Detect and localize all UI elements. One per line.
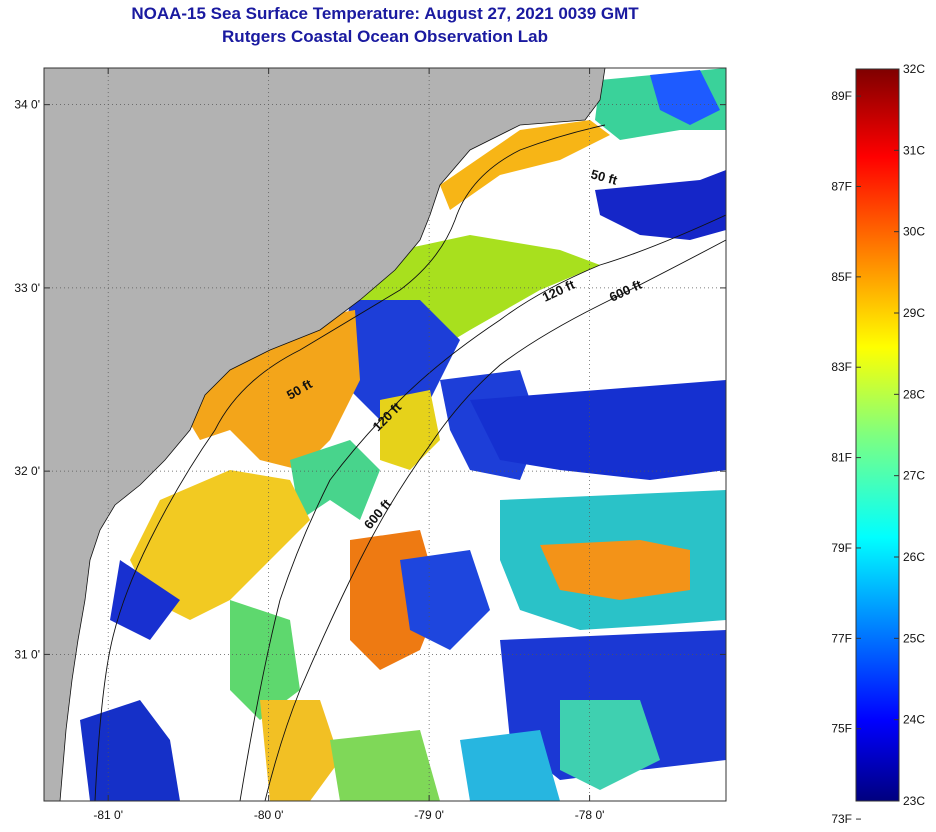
colorbar-ticks: 32C 31C 30C 29C 28C 27C 26C 25C 24C 23C 89F 87F 85F 8…: [831, 62, 925, 826]
colorbar-label-fahrenheit: 87F: [831, 179, 852, 193]
colorbar-label-fahrenheit: 89F: [831, 89, 852, 103]
colorbar-label-fahrenheit: 79F: [831, 541, 852, 555]
map-title: NOAA-15 Sea Surface Temperature: August …: [131, 4, 639, 23]
colorbar-label-fahrenheit: 83F: [831, 360, 852, 374]
colorbar-label-fahrenheit: 73F: [831, 812, 852, 826]
isobath-600ft: [264, 239, 726, 801]
isobath-50ft: [94, 124, 606, 801]
lon-tick-label: -78 0': [575, 808, 605, 822]
lat-tick-label: 31 0': [14, 647, 40, 661]
lat-tick-label: 32 0': [14, 464, 40, 478]
map-frame: [43, 67, 727, 802]
lon-tick-label: -81 0': [93, 808, 123, 822]
lon-tick-label: -79 0': [414, 808, 444, 822]
sst-data-layer: [65, 68, 726, 801]
colorbar-label-fahrenheit: 77F: [831, 631, 852, 645]
colorbar-label-celsius: 30C: [903, 225, 925, 239]
lon-tick-label: -80 0': [254, 808, 284, 822]
colorbar: [855, 68, 900, 802]
land-mass: [44, 68, 606, 801]
colorbar-label-fahrenheit: 85F: [831, 270, 852, 284]
colorbar-label-celsius: 28C: [903, 387, 925, 401]
lat-tick-label: 33 0': [14, 281, 40, 295]
colorbar-label-celsius: 32C: [903, 62, 925, 76]
lat-tick-label: 34 0': [14, 98, 40, 112]
colorbar-label-celsius: 27C: [903, 469, 925, 483]
colorbar-label-celsius: 26C: [903, 550, 925, 564]
isobath-120ft: [239, 214, 726, 801]
colorbar-label-celsius: 25C: [903, 631, 925, 645]
map-axes: -81 0' -80 0' -79 0' -78 0' 34 0' 33 0' 32 0' 3…: [14, 68, 726, 822]
map-grid: [44, 68, 726, 801]
colorbar-label-fahrenheit: 75F: [831, 722, 852, 736]
colorbar-label-celsius: 24C: [903, 713, 925, 727]
colorbar-label-celsius: 23C: [903, 794, 925, 808]
isobath-label-50ft-north: 50 ft: [589, 166, 619, 188]
map-subtitle: Rutgers Coastal Ocean Observation Lab: [222, 27, 548, 46]
colorbar-label-celsius: 29C: [903, 306, 925, 320]
colorbar-label-fahrenheit: 81F: [831, 451, 852, 465]
colorbar-label-celsius: 31C: [903, 143, 925, 157]
